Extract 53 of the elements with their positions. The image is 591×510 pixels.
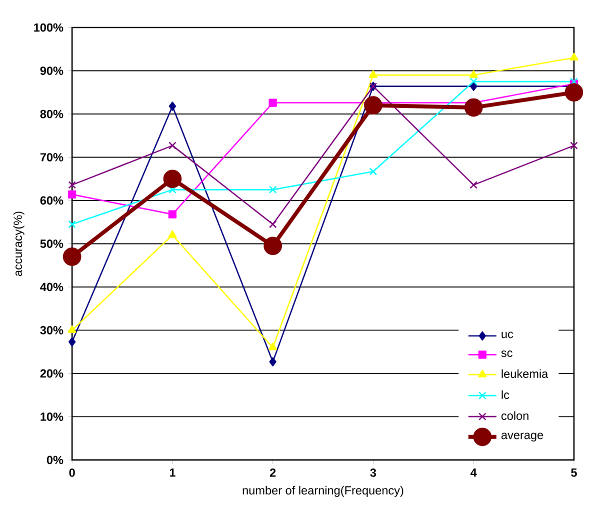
point xyxy=(570,142,578,150)
y-tick-label: 10% xyxy=(40,412,64,422)
point xyxy=(168,142,176,150)
point xyxy=(68,181,76,189)
point xyxy=(168,102,176,111)
legend-label: leukemia xyxy=(502,369,548,378)
point xyxy=(268,186,277,194)
point xyxy=(269,357,276,367)
point xyxy=(570,53,578,61)
point xyxy=(368,70,378,78)
point xyxy=(464,98,483,117)
point xyxy=(564,83,584,102)
point xyxy=(168,210,177,219)
x-tick-label: 0 xyxy=(69,468,75,477)
legend-label: sc xyxy=(501,350,512,358)
y-tick-label: 40% xyxy=(40,282,64,292)
x-tick-label: 2 xyxy=(270,468,276,477)
legend-label: colon xyxy=(501,411,528,420)
point xyxy=(469,70,478,78)
y-tick-label: 70% xyxy=(40,153,64,162)
y-tick-label: 100% xyxy=(34,23,64,32)
y-tick-label: 80% xyxy=(40,110,64,118)
point xyxy=(470,78,478,86)
x-tick-label: 3 xyxy=(370,468,376,477)
point xyxy=(369,168,378,176)
x-tick-label: 5 xyxy=(571,468,577,477)
point xyxy=(62,248,82,266)
y-tick-label: 50% xyxy=(40,240,64,248)
x-axis-title: number of learning(Frequency) xyxy=(242,486,404,497)
y-tick-label: 20% xyxy=(40,369,64,378)
legend-label: uc xyxy=(502,332,514,338)
y-tick-label: 30% xyxy=(40,326,64,335)
point xyxy=(268,98,277,107)
y-tick-label: 0% xyxy=(46,456,64,464)
point xyxy=(68,190,76,199)
point xyxy=(68,326,76,334)
legend-label: lc xyxy=(502,390,510,400)
y-tick-label: 60% xyxy=(40,196,64,205)
point xyxy=(470,181,478,189)
point xyxy=(68,220,76,228)
legend-label: average xyxy=(501,432,544,442)
point xyxy=(268,342,278,350)
x-tick-label: 1 xyxy=(170,468,176,477)
y-tick-label: 90% xyxy=(40,66,64,76)
point xyxy=(163,170,182,188)
point xyxy=(168,230,177,238)
point xyxy=(470,82,478,92)
y-axis-title: accuracy(%) xyxy=(13,212,24,276)
point xyxy=(264,236,282,256)
x-tick-label: 4 xyxy=(470,468,477,477)
point xyxy=(364,96,382,115)
point xyxy=(68,337,76,347)
point xyxy=(268,220,277,228)
